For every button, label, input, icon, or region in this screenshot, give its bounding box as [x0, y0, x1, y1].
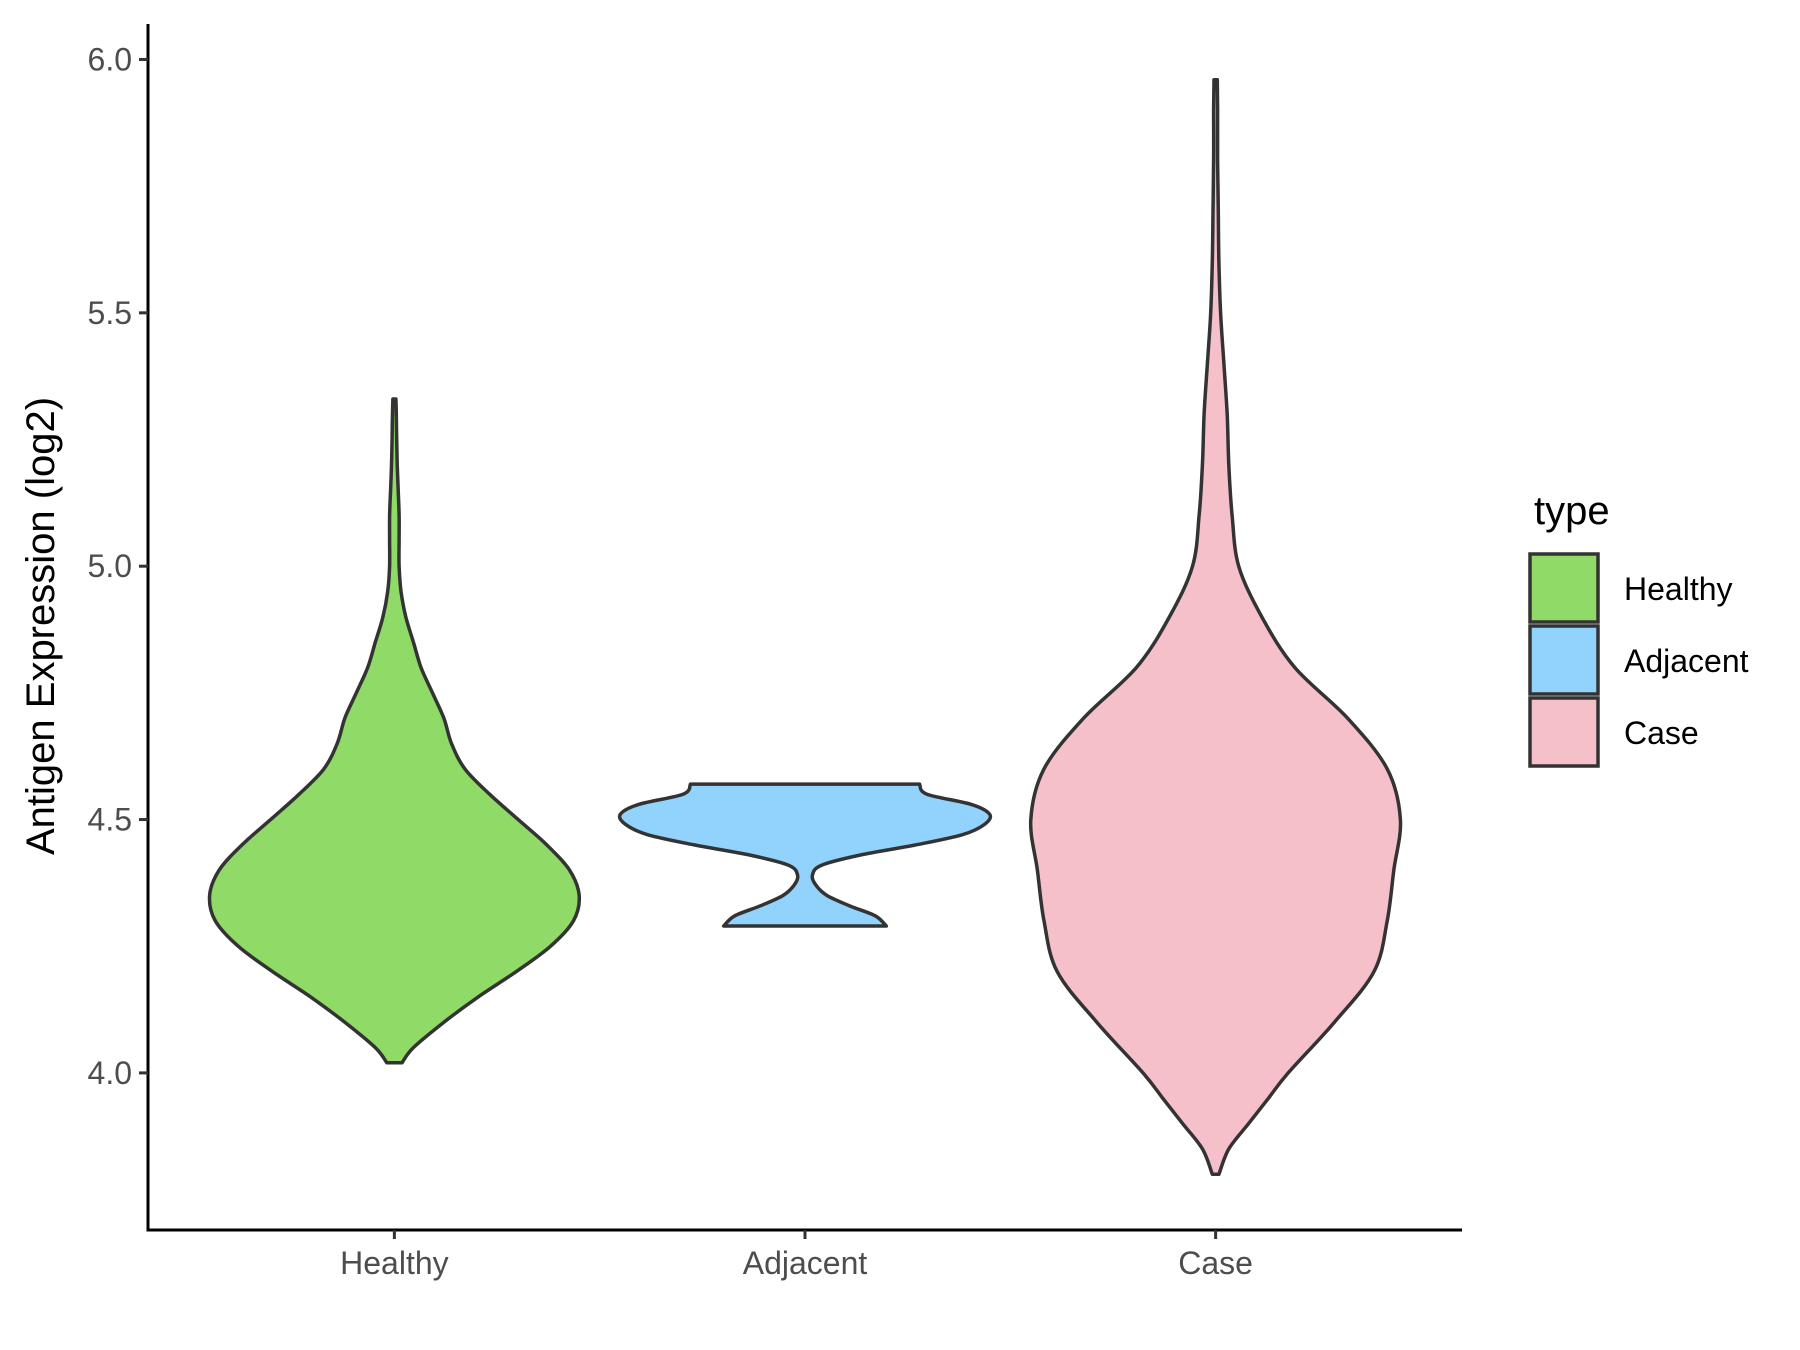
violins-layer — [207, 77, 1403, 1177]
x-ticks: Healthy Adjacent Case — [340, 1230, 1253, 1281]
y-ticks: 4.0 4.5 5.0 5.5 6.0 — [88, 41, 148, 1091]
violin-case — [1028, 77, 1403, 1177]
legend: type Healthy Adjacent Case — [1528, 489, 1749, 768]
legend-key-healthy — [1528, 552, 1600, 624]
legend-key-adjacent — [1528, 624, 1600, 696]
x-tick-label-healthy: Healthy — [340, 1245, 449, 1281]
violin-adjacent — [617, 782, 993, 928]
x-tick-label-case: Case — [1178, 1245, 1253, 1281]
legend-key-case — [1528, 696, 1600, 768]
y-tick-label: 4.5 — [88, 802, 132, 838]
x-tick-label-adjacent: Adjacent — [743, 1245, 868, 1281]
legend-label-healthy: Healthy — [1624, 571, 1733, 607]
violin-healthy — [207, 397, 582, 1065]
y-axis-title: Antigen Expression (log2) — [19, 397, 63, 855]
legend-title: type — [1534, 489, 1610, 533]
legend-label-case: Case — [1624, 715, 1699, 751]
y-tick-label: 6.0 — [88, 41, 132, 77]
y-tick-label: 5.5 — [88, 295, 132, 331]
legend-items: Healthy Adjacent Case — [1528, 552, 1749, 768]
legend-label-adjacent: Adjacent — [1624, 643, 1749, 679]
y-tick-label: 4.0 — [88, 1055, 132, 1091]
y-tick-label: 5.0 — [88, 548, 132, 584]
